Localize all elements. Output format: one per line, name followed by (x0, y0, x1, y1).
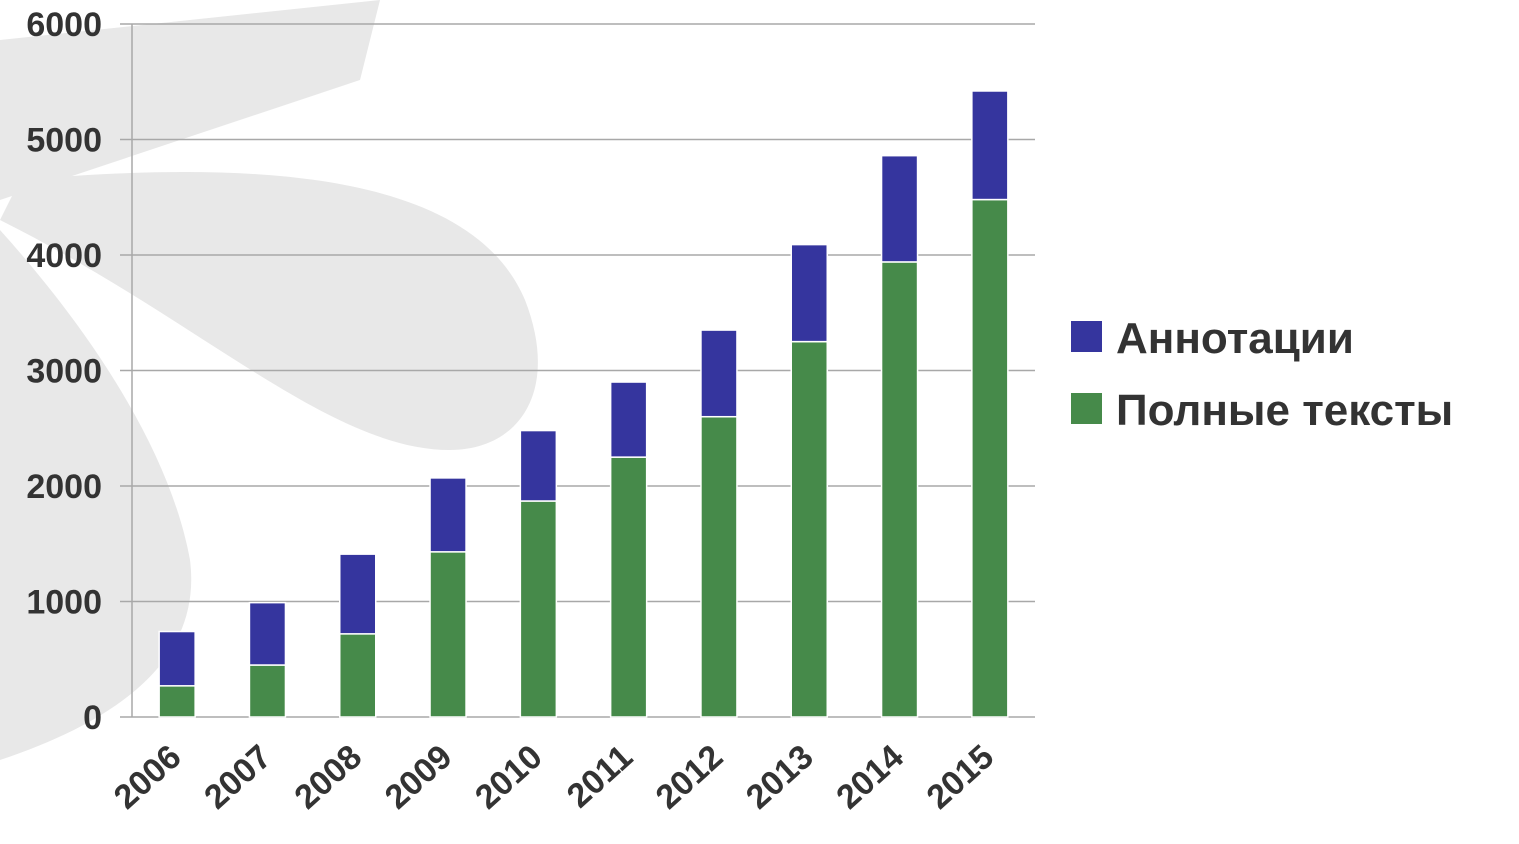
legend: Аннотации Полные тексты (1071, 314, 1453, 435)
bar-segment (248, 601, 287, 666)
bar-segment (519, 500, 558, 718)
bar-segment (700, 329, 738, 418)
bar-segment (519, 429, 558, 502)
bar-segment (790, 340, 828, 718)
legend-label: Аннотации (1116, 314, 1354, 363)
x-axis: 2006 2007 2008 2009 2010 2011 2012 2013 2014 2015 (107, 738, 1001, 817)
y-tick-label: 5000 (26, 122, 102, 160)
x-tick-label: 2011 (560, 738, 640, 816)
bar-segment (971, 90, 1009, 201)
legend-swatch (1071, 321, 1102, 352)
x-tick-label: 2013 (739, 738, 821, 817)
bar-segment (700, 415, 738, 718)
bar-segment (609, 381, 648, 458)
y-tick-label: 2000 (26, 468, 102, 506)
y-tick-label: 3000 (26, 353, 102, 391)
background-watermark (0, 0, 538, 760)
bars (158, 90, 1009, 718)
bar-segment (339, 553, 377, 635)
bar-segment (880, 154, 919, 263)
bar-segment (158, 630, 196, 687)
y-tick-label: 4000 (26, 237, 102, 275)
legend-swatch (1071, 393, 1102, 424)
y-tick-label: 1000 (26, 584, 102, 622)
x-tick-label: 2006 (107, 738, 189, 817)
x-tick-label: 2007 (197, 738, 279, 817)
y-tick-label: 0 (83, 699, 102, 737)
bar-segment (158, 685, 196, 718)
x-tick-label: 2015 (920, 738, 1002, 817)
bar-segment (248, 664, 287, 718)
bar-segment (339, 633, 377, 718)
legend-label: Полные тексты (1116, 386, 1453, 435)
bar-segment (971, 198, 1009, 718)
x-tick-label: 2009 (378, 738, 460, 817)
bar-segment (609, 456, 648, 718)
bar-segment (790, 243, 828, 343)
x-tick-label: 2008 (287, 738, 369, 817)
bar-segment (429, 477, 467, 553)
x-tick-label: 2010 (468, 738, 550, 817)
bar-segment (880, 261, 919, 718)
x-tick-label: 2014 (829, 738, 911, 817)
y-tick-label: 6000 (26, 6, 102, 44)
y-axis: 0 1000 2000 3000 4000 5000 6000 (26, 6, 133, 737)
x-tick-label: 2012 (649, 738, 731, 817)
bar-segment (429, 551, 467, 718)
